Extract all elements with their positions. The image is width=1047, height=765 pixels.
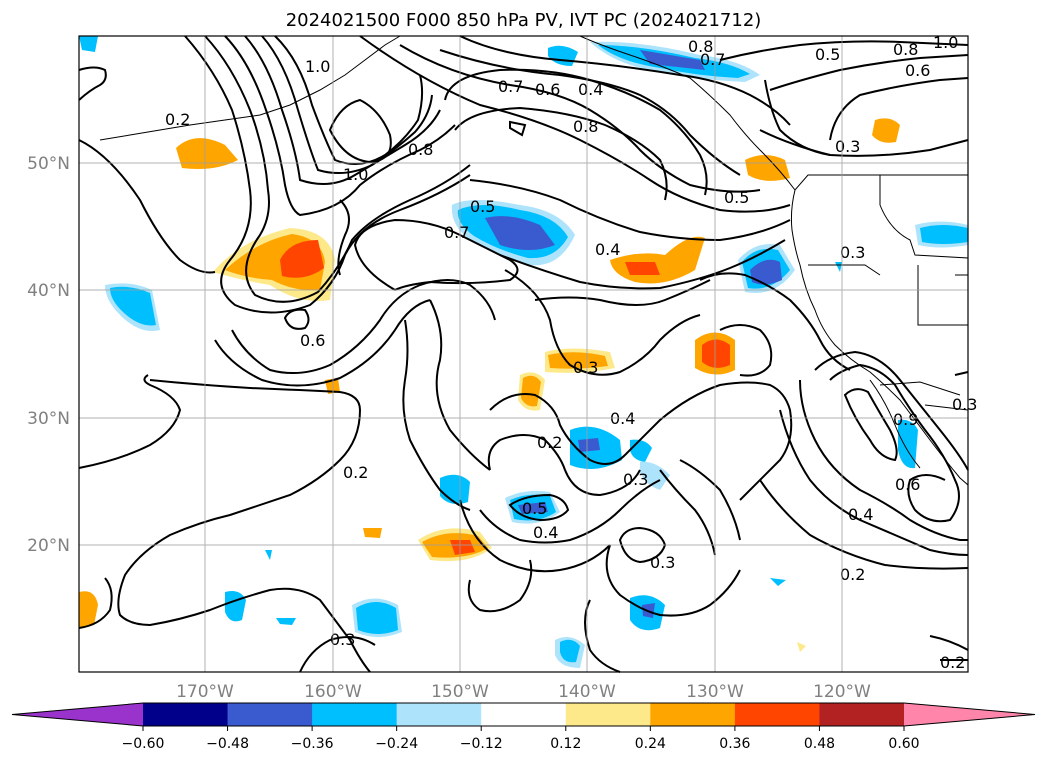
- contour-label: 1.0: [305, 57, 330, 76]
- colorbar-tick-label: −0.12: [460, 736, 503, 752]
- contour-label: 0.2: [165, 110, 190, 129]
- contour-label: 0.4: [595, 240, 620, 259]
- colorbar: −0.60 −0.48 −0.36 −0.24 −0.12 0.12 0.24 0.36 0.4…: [11, 702, 1036, 752]
- colorbar-segment: [819, 703, 905, 726]
- latitude-labels: 50°N 40°N 30°N 20°N: [27, 154, 70, 556]
- colorbar-tick-label: −0.48: [206, 736, 249, 752]
- colorbar-segment: [650, 703, 736, 726]
- lon-label: 150°W: [431, 682, 489, 702]
- colorbar-segment: [143, 703, 229, 726]
- lon-label: 140°W: [558, 682, 616, 702]
- lat-label: 40°N: [27, 281, 70, 301]
- contour-label: 0.2: [840, 565, 865, 584]
- contour-label: 0.3: [952, 395, 977, 414]
- contour-label: 0.9: [893, 410, 918, 429]
- contour-label: 0.8: [893, 40, 918, 59]
- colorbar-tick-label: 0.48: [804, 736, 835, 752]
- contour-label: 1.0: [343, 165, 368, 184]
- contour-label: 0.7: [700, 50, 725, 69]
- colorbar-tick-label: −0.36: [291, 736, 334, 752]
- colorbar-tick-label: 0.36: [719, 736, 750, 752]
- contour-label: 0.4: [533, 523, 558, 542]
- contour-label: 0.8: [688, 37, 713, 56]
- colorbar-tick-label: −0.60: [122, 736, 165, 752]
- contour-label: 0.7: [498, 77, 523, 96]
- map-frame: [78, 35, 969, 673]
- colorbar-tick-label: −0.24: [375, 736, 418, 752]
- ivt-contours: [78, 35, 969, 673]
- colorbar-segment: [481, 703, 567, 726]
- contour-label: 0.5: [815, 45, 840, 64]
- contour-label: 0.6: [905, 61, 930, 80]
- colorbar-extend-low: [12, 703, 143, 726]
- colorbar-tick-label: 0.60: [888, 736, 919, 752]
- contour-labels: 1.0 0.2 1.0 0.8 0.7 0.6 0.4 0.8 0.8 0.7 …: [165, 33, 977, 672]
- contour-label: 0.4: [578, 80, 603, 99]
- contour-label: 0.4: [848, 505, 873, 524]
- contour-label: 0.8: [573, 117, 598, 136]
- contour-label: 0.6: [895, 475, 920, 494]
- lon-label: 160°W: [304, 682, 362, 702]
- colorbar-tick-label: 0.24: [635, 736, 666, 752]
- contour-label: 0.5: [522, 499, 547, 518]
- lat-label: 30°N: [27, 409, 70, 429]
- contour-label: 0.6: [300, 331, 325, 350]
- longitude-labels: 170°W 160°W 150°W 140°W 130°W 120°W: [176, 682, 871, 702]
- contour-label: 0.2: [343, 463, 368, 482]
- colorbar-segment: [396, 703, 482, 726]
- colorbar-segment: [734, 703, 820, 726]
- map-title: 2024021500 F000 850 hPa PV, IVT PC (2024…: [285, 10, 762, 31]
- contour-label: 1.0: [933, 33, 958, 52]
- lon-label: 170°W: [176, 682, 234, 702]
- colorbar-extend-high: [904, 703, 1035, 726]
- contour-label: 0.7: [444, 223, 469, 242]
- colorbar-segment: [227, 703, 313, 726]
- lon-label: 120°W: [813, 682, 871, 702]
- contour-label: 0.3: [330, 630, 355, 649]
- contour-label: 0.2: [537, 433, 562, 452]
- colorbar-tick-label: 0.12: [550, 736, 581, 752]
- contour-label: 0.5: [724, 188, 749, 207]
- colorbar-segment: [312, 703, 398, 726]
- graticule: [79, 36, 968, 672]
- contour-label: 0.3: [623, 470, 648, 489]
- contour-label: 0.3: [835, 137, 860, 156]
- contour-label: 0.3: [650, 553, 675, 572]
- contour-label: 0.8: [408, 140, 433, 159]
- contour-label: 0.5: [470, 197, 495, 216]
- contour-label: 0.3: [573, 358, 598, 377]
- contour-label: 0.3: [840, 243, 865, 262]
- lat-label: 20°N: [27, 536, 70, 556]
- lon-label: 130°W: [686, 682, 744, 702]
- contour-label: 0.2: [940, 653, 965, 672]
- colorbar-segment: [565, 703, 651, 726]
- lat-label: 50°N: [27, 154, 70, 174]
- contour-label: 0.6: [535, 80, 560, 99]
